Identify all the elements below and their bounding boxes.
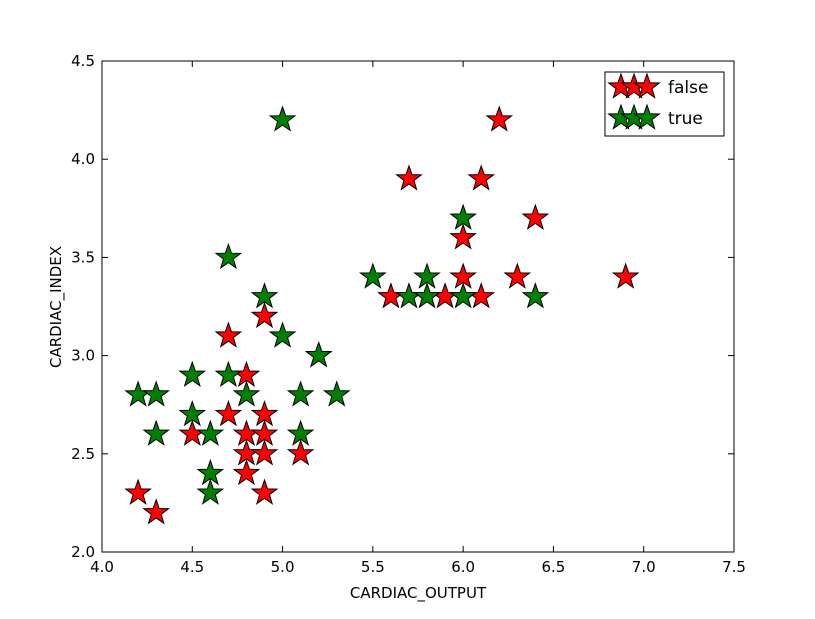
- point-false: [449, 223, 477, 250]
- plot-frame: [101, 60, 735, 553]
- point-true: [322, 380, 351, 407]
- point-true: [286, 380, 315, 407]
- point-true: [178, 360, 207, 387]
- x-tick-label: 7.5: [722, 558, 746, 576]
- point-true: [214, 360, 243, 387]
- point-true: [214, 242, 243, 270]
- point-true: [359, 262, 387, 289]
- legend-markers: [607, 72, 661, 130]
- y-tick-label: 4.0: [71, 150, 95, 168]
- legend-marker-false: [633, 72, 661, 99]
- point-true: [449, 282, 477, 309]
- x-tick-label: 6.5: [541, 558, 565, 576]
- y-tick-label: 2.5: [71, 445, 95, 463]
- point-true: [268, 105, 297, 132]
- point-true: [142, 380, 170, 407]
- point-true: [449, 203, 477, 230]
- y-tick-label: 3.5: [71, 248, 95, 266]
- point-true: [196, 478, 225, 505]
- point-false: [250, 439, 279, 466]
- point-true: [521, 282, 550, 309]
- point-true: [142, 419, 170, 446]
- point-true: [268, 321, 297, 348]
- data-points: [124, 105, 640, 525]
- point-false: [467, 164, 496, 191]
- point-false: [503, 262, 532, 289]
- point-true: [178, 399, 207, 427]
- point-true: [286, 419, 315, 446]
- point-false: [250, 301, 279, 329]
- point-false: [286, 439, 315, 466]
- point-false: [142, 498, 170, 525]
- x-tick-label: 4.5: [180, 558, 204, 576]
- axis-ticks: 4.0 4.5 5.0 5.5 6.0 6.5 7.0 7.5 2.0 2.5 3.0 3.5 4.0 4…: [71, 52, 746, 576]
- point-false: [611, 262, 640, 289]
- point-true: [250, 282, 279, 309]
- x-tick-label: 4.0: [90, 558, 114, 576]
- point-false: [250, 478, 279, 505]
- point-true: [413, 282, 441, 309]
- x-axis-label: CARDIAC_OUTPUT: [350, 584, 487, 603]
- x-tick-label: 7.0: [632, 558, 656, 576]
- point-false: [521, 203, 550, 230]
- legend-marker-true: [633, 103, 661, 130]
- point-false: [395, 164, 423, 191]
- point-false: [214, 321, 243, 348]
- x-tick-label: 5.0: [271, 558, 295, 576]
- y-tick-label: 3.0: [71, 347, 95, 365]
- y-axis-label: CARDIAC_INDEX: [47, 246, 66, 368]
- x-tick-label: 6.0: [451, 558, 475, 576]
- point-true: [196, 419, 225, 446]
- x-tick-label: 5.5: [361, 558, 385, 576]
- point-true: [304, 341, 333, 368]
- y-tick-label: 2.0: [71, 543, 95, 561]
- point-false: [124, 478, 152, 505]
- legend-label-false: false: [668, 78, 708, 98]
- point-false: [214, 399, 243, 427]
- legend-label-true: true: [668, 109, 703, 129]
- point-true: [232, 380, 261, 407]
- y-tick-label: 4.5: [71, 52, 95, 70]
- point-false: [232, 458, 261, 486]
- legend: false true: [604, 71, 725, 137]
- point-false: [485, 105, 514, 132]
